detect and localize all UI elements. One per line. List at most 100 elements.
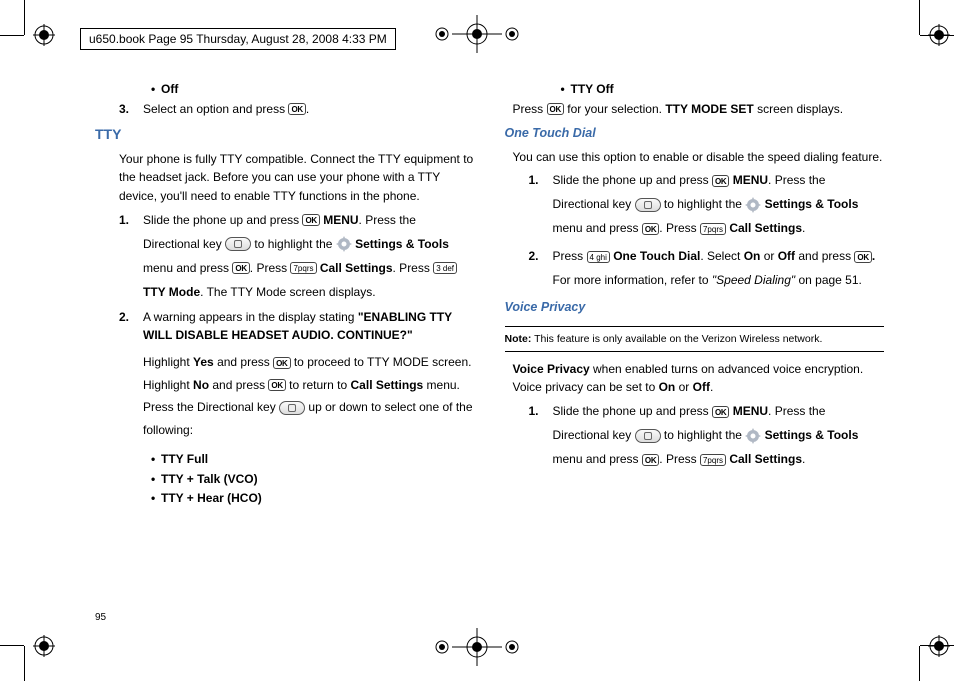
text: screen displays.: [754, 102, 843, 116]
registration-mark-icon: [432, 628, 522, 666]
text: to return to: [286, 378, 351, 392]
text: No: [193, 378, 209, 392]
ok-key-icon: OK: [288, 103, 305, 115]
text: on page 51.: [795, 273, 862, 287]
text: Off: [778, 249, 795, 263]
text: Call Settings: [726, 452, 802, 466]
ok-key-icon: OK: [547, 103, 564, 115]
seven-key-icon: 7pqrs: [700, 454, 726, 466]
text: Settings & Tools: [355, 237, 449, 251]
crop-mark: [24, 646, 25, 681]
text: and press: [209, 378, 268, 392]
registration-mark-icon: [33, 24, 55, 46]
directional-key-icon: [635, 429, 661, 443]
crop-mark: [919, 646, 920, 681]
ok-key-icon: OK: [642, 223, 659, 235]
step-number: 2.: [529, 244, 539, 268]
registration-mark-icon: [928, 635, 950, 657]
left-column: Off 3. Select an option and press OK. TT…: [95, 80, 475, 611]
tty-heading: TTY: [95, 124, 475, 146]
settings-tools-icon: [336, 236, 352, 252]
text: .: [872, 249, 875, 263]
text: TTY MODE SET: [665, 102, 753, 116]
vp-intro: Voice Privacy when enabled turns on adva…: [505, 360, 885, 397]
page-header: u650.book Page 95 Thursday, August 28, 2…: [80, 28, 396, 50]
step-number: 2.: [119, 308, 129, 327]
bullet-tty-full: TTY Full: [95, 450, 475, 469]
bullet-tty-off: TTY Off: [505, 80, 885, 99]
directional-key-icon: [279, 401, 305, 415]
text: . Press: [659, 221, 700, 235]
page-body: Off 3. Select an option and press OK. TT…: [95, 80, 884, 611]
tty-step-2: 2. A warning appears in the display stat…: [95, 308, 475, 345]
crop-mark: [24, 0, 25, 35]
text: MENU: [320, 213, 359, 227]
text: Slide the phone up and press: [553, 173, 712, 187]
text: TTY Mode: [143, 285, 200, 299]
text: and press: [214, 355, 273, 369]
seven-key-icon: 7pqrs: [700, 223, 726, 235]
tty-step-2-cont: Highlight Yes and press OK to proceed to…: [95, 351, 475, 442]
text: . The TTY Mode screen displays.: [200, 285, 375, 299]
text: . Press: [393, 261, 434, 275]
text: "Speed Dialing": [712, 273, 795, 287]
directional-key-icon: [225, 237, 251, 251]
text: Off: [693, 380, 710, 394]
page-number: 95: [95, 612, 106, 623]
ok-key-icon: OK: [642, 454, 659, 466]
bullet-tty-vco: TTY + Talk (VCO): [95, 470, 475, 489]
text: .: [802, 452, 805, 466]
registration-mark-icon: [432, 15, 522, 53]
text: to highlight the: [251, 237, 336, 251]
text: Call Settings: [726, 221, 802, 235]
text: Press: [553, 249, 587, 263]
text: . Press: [250, 261, 291, 275]
settings-tools-icon: [745, 428, 761, 444]
step-3: 3. Select an option and press OK.: [95, 100, 475, 119]
text: One Touch Dial: [610, 249, 700, 263]
ok-key-icon: OK: [302, 214, 319, 226]
bullet-off: Off: [95, 80, 475, 99]
ok-key-icon: OK: [232, 262, 249, 274]
text: menu and press: [553, 452, 642, 466]
step-number: 3.: [119, 100, 129, 119]
crop-mark: [0, 35, 24, 36]
text: Call Settings: [351, 378, 424, 392]
text: or: [675, 380, 692, 394]
note-label: Note:: [505, 333, 532, 345]
four-key-icon: 4 ghi: [587, 251, 610, 263]
note-text: This feature is only available on the Ve…: [531, 333, 822, 345]
text: Settings & Tools: [765, 428, 859, 442]
otd-step-1: 1. Slide the phone up and press OK MENU.…: [505, 168, 885, 240]
text: On: [744, 249, 761, 263]
crop-mark: [0, 645, 24, 646]
settings-tools-icon: [745, 197, 761, 213]
text: and press: [795, 249, 854, 263]
text: For more information, refer to: [553, 273, 712, 287]
directional-key-icon: [635, 198, 661, 212]
text: MENU: [729, 173, 768, 187]
text: Slide the phone up and press: [553, 404, 712, 418]
text: .: [710, 380, 713, 394]
text: . Press: [659, 452, 700, 466]
step-text: .: [306, 102, 309, 116]
right-column: TTY Off Press OK for your selection. TTY…: [505, 80, 885, 611]
text: . Select: [700, 249, 743, 263]
text: Call Settings: [317, 261, 393, 275]
registration-mark-icon: [33, 635, 55, 657]
ok-key-icon: OK: [273, 357, 290, 369]
text: Voice Privacy: [513, 362, 590, 376]
ok-key-icon: OK: [712, 406, 729, 418]
text: Settings & Tools: [765, 197, 859, 211]
seven-key-icon: 7pqrs: [290, 262, 316, 274]
text: Slide the phone up and press: [143, 213, 302, 227]
ok-key-icon: OK: [712, 175, 729, 187]
text: to highlight the: [661, 428, 746, 442]
otd-step-2: 2. Press 4 ghi One Touch Dial. Select On…: [505, 244, 885, 292]
text: for your selection.: [564, 102, 665, 116]
step-number: 1.: [119, 208, 129, 232]
vp-step-1: 1. Slide the phone up and press OK MENU.…: [505, 399, 885, 471]
voice-privacy-heading: Voice Privacy: [505, 298, 885, 317]
text: MENU: [729, 404, 768, 418]
bullet-tty-hco: TTY + Hear (HCO): [95, 489, 475, 508]
